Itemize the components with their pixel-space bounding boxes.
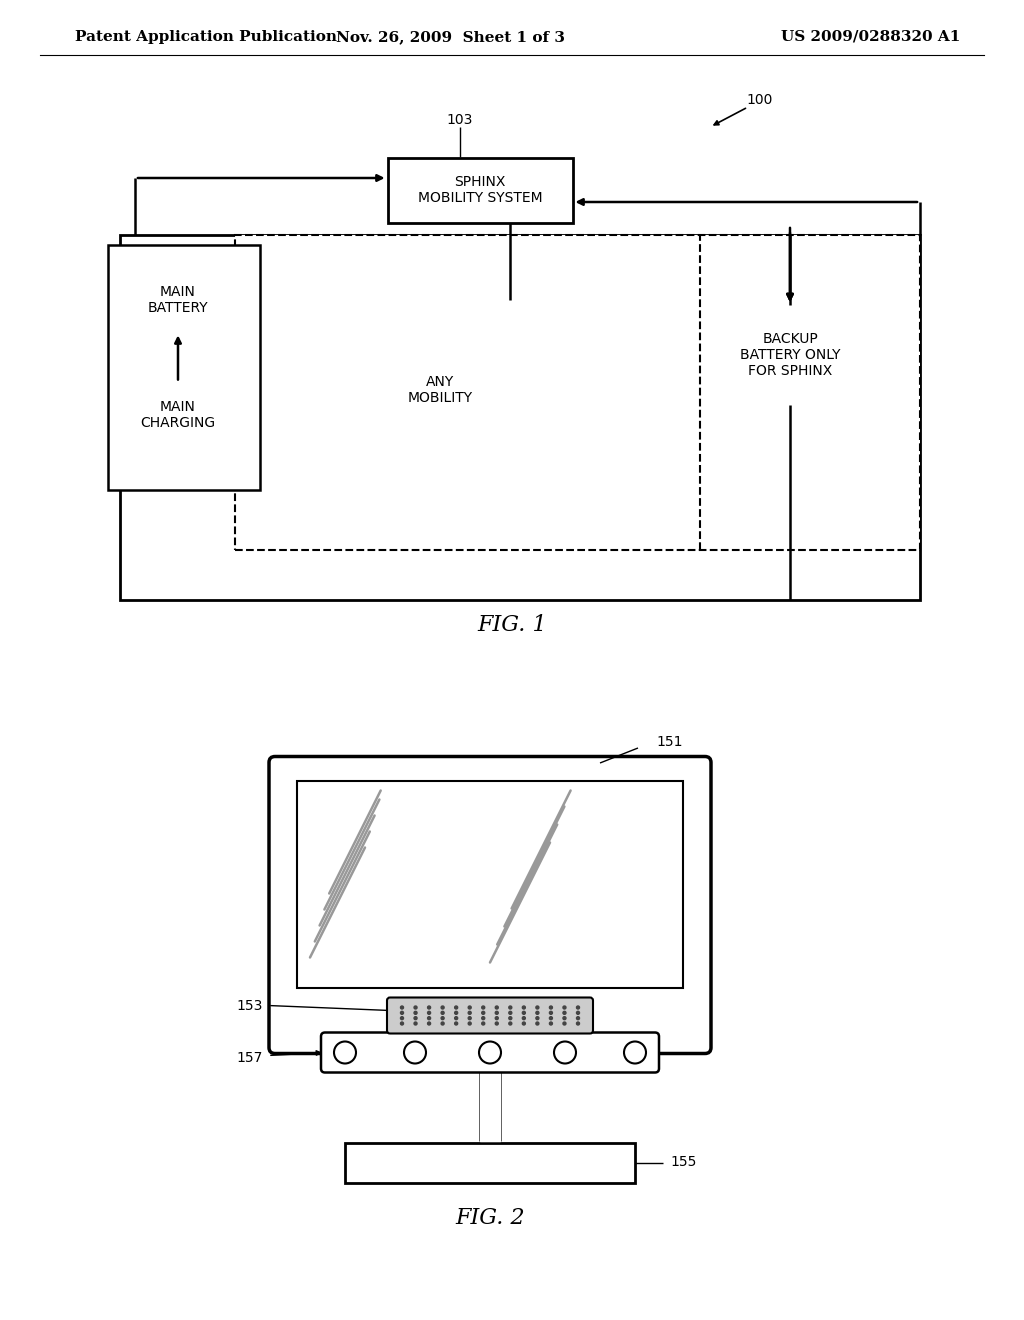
Circle shape <box>577 1016 580 1019</box>
Text: 157: 157 <box>237 1051 263 1064</box>
Bar <box>108 246 260 490</box>
Circle shape <box>414 1006 417 1008</box>
Text: SPHINX
MOBILITY SYSTEM: SPHINX MOBILITY SYSTEM <box>418 176 543 205</box>
Circle shape <box>428 1022 430 1026</box>
Circle shape <box>481 1016 484 1019</box>
Circle shape <box>577 1011 580 1014</box>
Circle shape <box>455 1006 458 1008</box>
FancyBboxPatch shape <box>387 998 593 1034</box>
Circle shape <box>455 1011 458 1014</box>
Circle shape <box>414 1016 417 1019</box>
Circle shape <box>577 1006 580 1008</box>
Text: 101: 101 <box>417 438 443 451</box>
Text: ANY
MOBILITY: ANY MOBILITY <box>408 375 472 405</box>
Circle shape <box>441 1006 444 1008</box>
Circle shape <box>481 1006 484 1008</box>
Circle shape <box>414 1022 417 1026</box>
Circle shape <box>522 1016 525 1019</box>
FancyBboxPatch shape <box>321 1032 659 1072</box>
Bar <box>111 383 246 447</box>
Circle shape <box>536 1011 539 1014</box>
Circle shape <box>522 1011 525 1014</box>
Circle shape <box>455 1016 458 1019</box>
Circle shape <box>509 1006 512 1008</box>
Text: 103: 103 <box>446 114 473 127</box>
Circle shape <box>509 1022 512 1026</box>
Circle shape <box>441 1022 444 1026</box>
Bar <box>120 235 920 601</box>
Circle shape <box>481 1022 484 1026</box>
Circle shape <box>550 1016 552 1019</box>
Circle shape <box>468 1006 471 1008</box>
Circle shape <box>509 1016 512 1019</box>
Circle shape <box>468 1016 471 1019</box>
Circle shape <box>441 1011 444 1014</box>
Circle shape <box>563 1011 566 1014</box>
Circle shape <box>536 1016 539 1019</box>
Text: 151: 151 <box>656 735 683 748</box>
Text: FIG. 2: FIG. 2 <box>456 1206 525 1229</box>
Circle shape <box>400 1016 403 1019</box>
Text: MAIN
BATTERY: MAIN BATTERY <box>147 285 208 315</box>
Circle shape <box>479 1041 501 1064</box>
Circle shape <box>496 1011 499 1014</box>
Text: 155: 155 <box>670 1155 696 1170</box>
Bar <box>111 268 246 333</box>
Bar <box>234 235 920 550</box>
Circle shape <box>496 1022 499 1026</box>
Circle shape <box>496 1016 499 1019</box>
Text: Nov. 26, 2009  Sheet 1 of 3: Nov. 26, 2009 Sheet 1 of 3 <box>336 30 564 44</box>
Circle shape <box>536 1006 539 1008</box>
Circle shape <box>536 1022 539 1026</box>
Bar <box>345 1143 635 1183</box>
Circle shape <box>404 1041 426 1064</box>
Circle shape <box>428 1011 430 1014</box>
Text: US 2009/0288320 A1: US 2009/0288320 A1 <box>780 30 961 44</box>
Text: MAIN
CHARGING: MAIN CHARGING <box>140 400 216 430</box>
Text: 100: 100 <box>746 92 773 107</box>
Text: 153: 153 <box>237 998 263 1012</box>
Circle shape <box>400 1006 403 1008</box>
Circle shape <box>428 1016 430 1019</box>
Circle shape <box>481 1011 484 1014</box>
Bar <box>387 157 572 223</box>
Circle shape <box>496 1006 499 1008</box>
Circle shape <box>577 1022 580 1026</box>
Circle shape <box>624 1041 646 1064</box>
Circle shape <box>441 1016 444 1019</box>
Circle shape <box>563 1016 566 1019</box>
Circle shape <box>414 1011 417 1014</box>
Bar <box>297 780 683 987</box>
Text: FIG. 1: FIG. 1 <box>477 614 547 636</box>
Text: 105: 105 <box>254 288 280 302</box>
Text: Patent Application Publication: Patent Application Publication <box>75 30 337 44</box>
Circle shape <box>550 1006 552 1008</box>
Circle shape <box>428 1006 430 1008</box>
Circle shape <box>468 1011 471 1014</box>
Circle shape <box>522 1022 525 1026</box>
Circle shape <box>550 1022 552 1026</box>
Bar <box>710 305 870 405</box>
Circle shape <box>334 1041 356 1064</box>
Circle shape <box>522 1006 525 1008</box>
Text: BACKUP
BATTERY ONLY
FOR SPHINX: BACKUP BATTERY ONLY FOR SPHINX <box>739 331 841 379</box>
Circle shape <box>550 1011 552 1014</box>
Bar <box>373 355 508 425</box>
Circle shape <box>554 1041 575 1064</box>
Text: 107: 107 <box>254 403 280 417</box>
Circle shape <box>455 1022 458 1026</box>
Circle shape <box>509 1011 512 1014</box>
Circle shape <box>563 1006 566 1008</box>
Bar <box>128 255 240 475</box>
Circle shape <box>400 1022 403 1026</box>
Circle shape <box>400 1011 403 1014</box>
Circle shape <box>563 1022 566 1026</box>
Text: 109: 109 <box>786 420 813 434</box>
FancyBboxPatch shape <box>269 756 711 1053</box>
Circle shape <box>468 1022 471 1026</box>
